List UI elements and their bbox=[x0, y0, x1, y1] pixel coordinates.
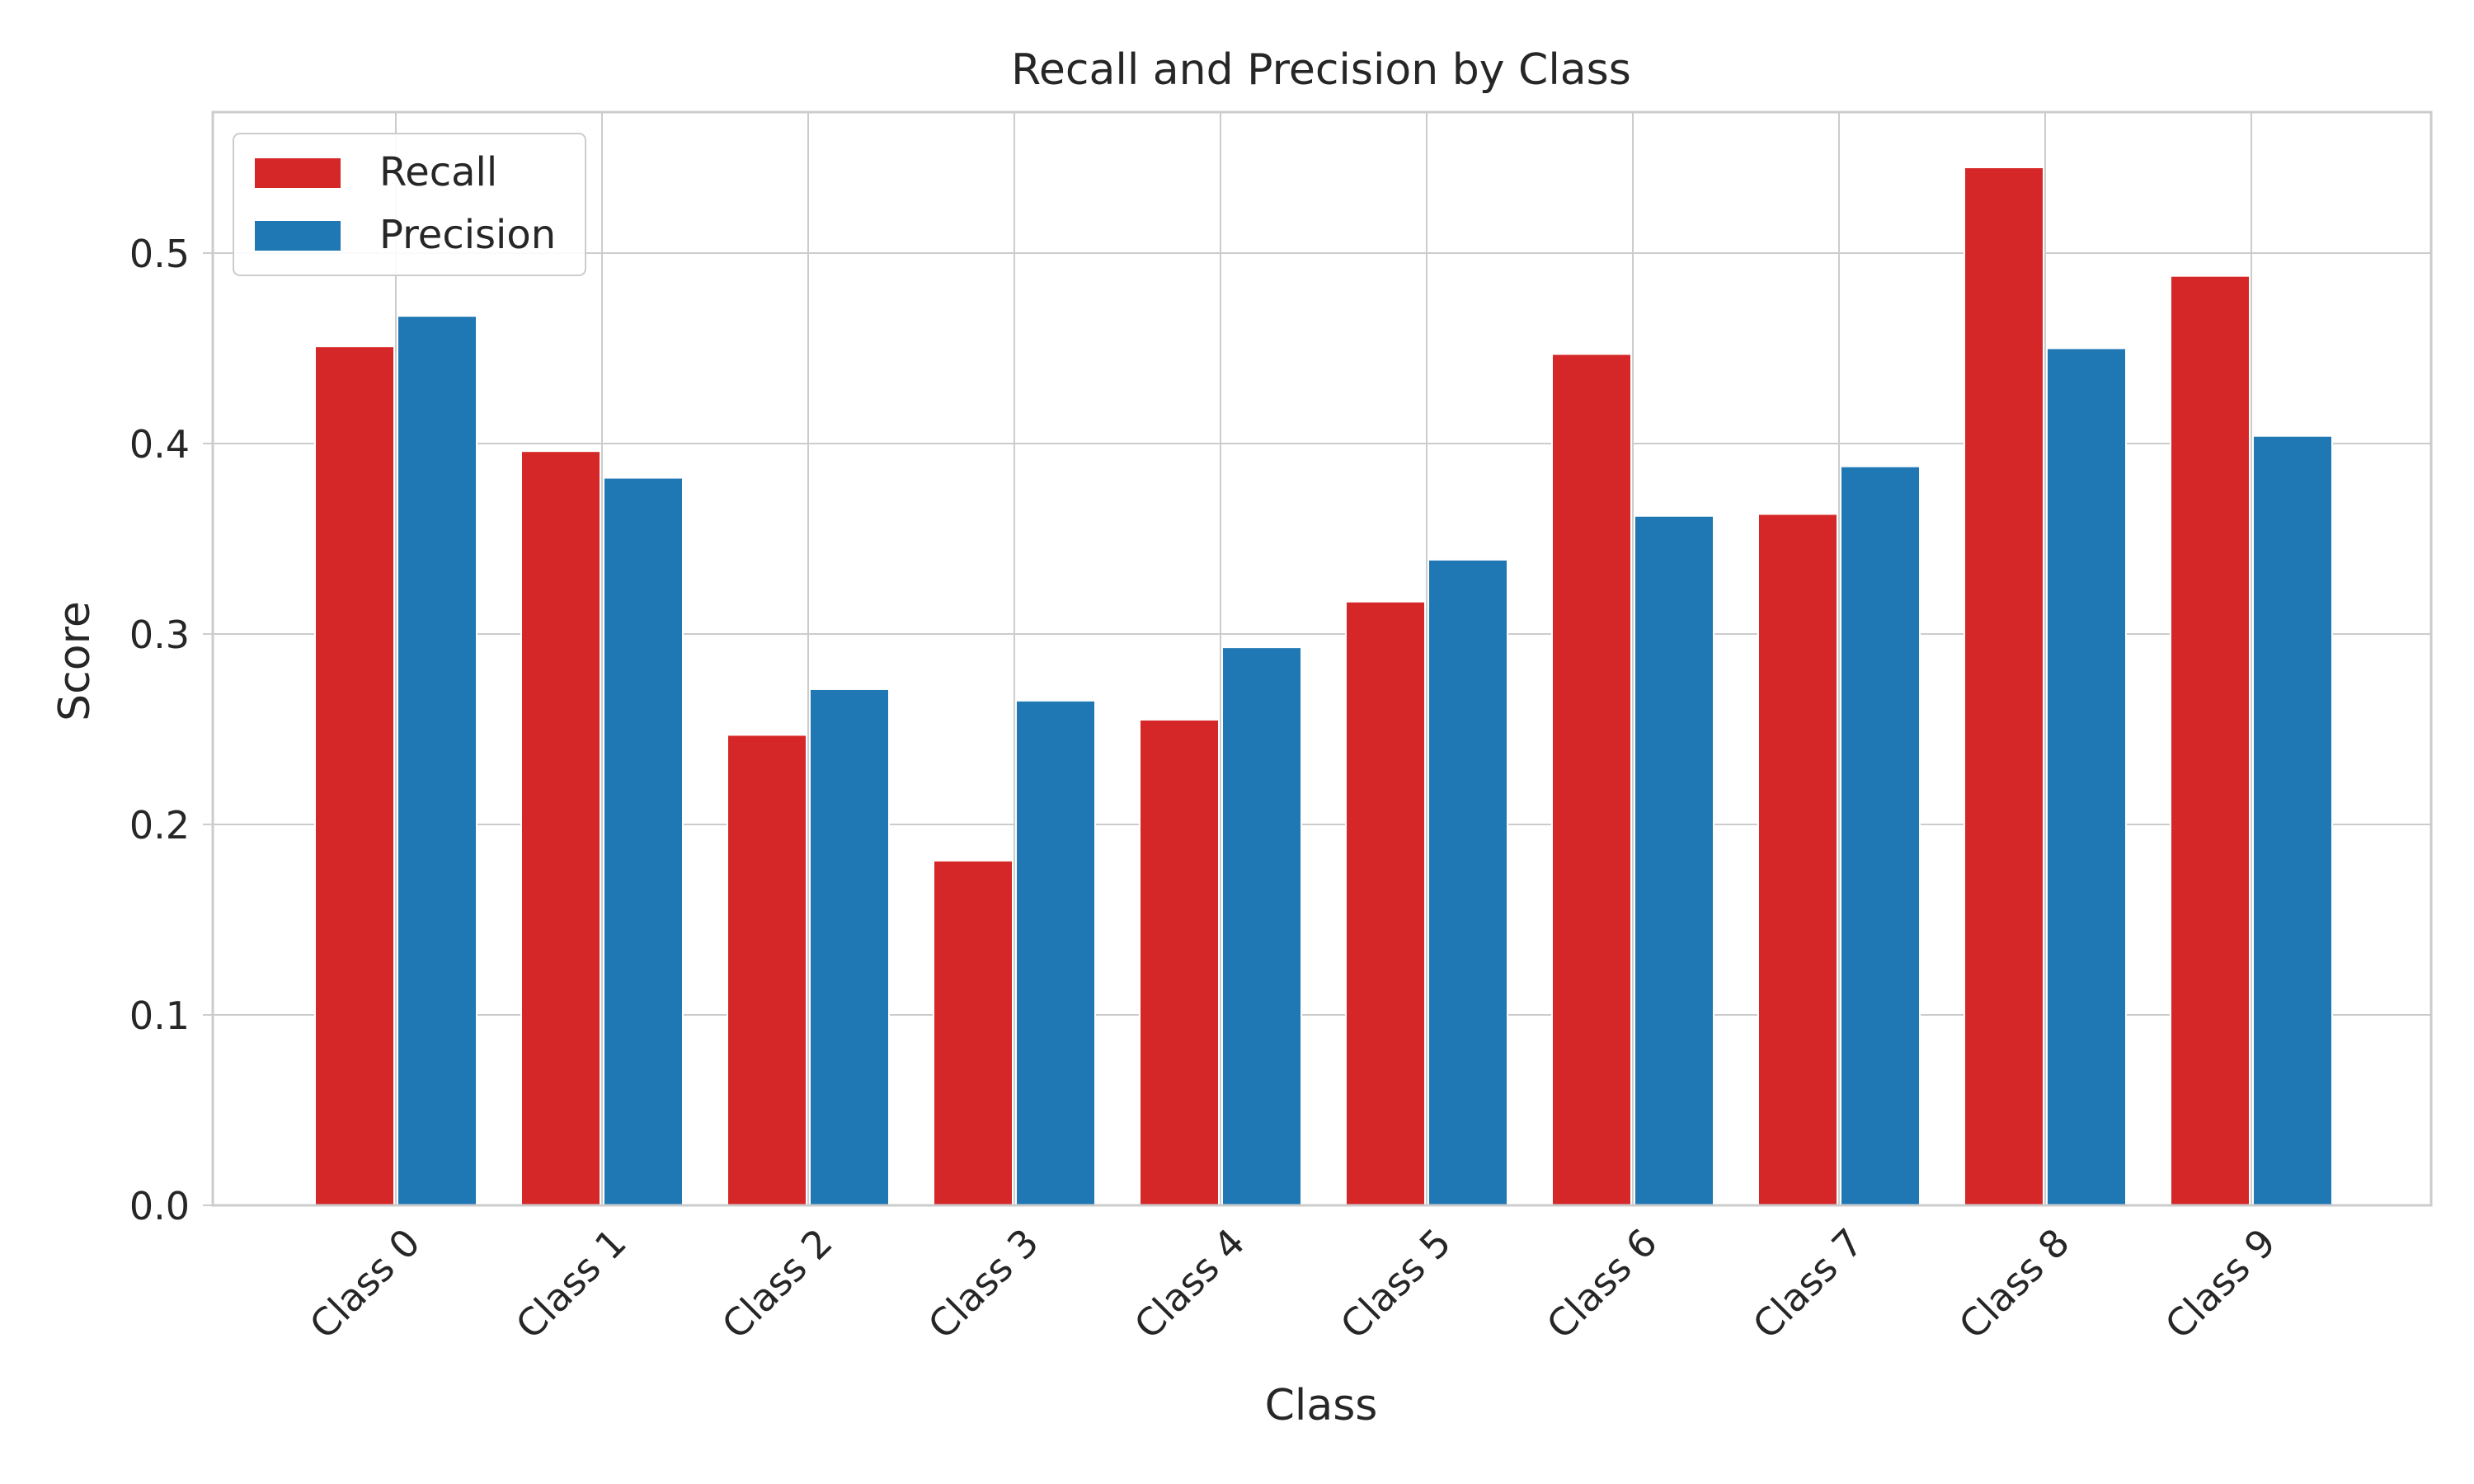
bars bbox=[314, 166, 2333, 1207]
bar-recall-class-5 bbox=[1345, 600, 1426, 1206]
bar-recall-class-6 bbox=[1551, 353, 1632, 1206]
plot-frame bbox=[211, 110, 2433, 1207]
x-axis-label: Class bbox=[1265, 1381, 1378, 1430]
bar-precision-class-1 bbox=[603, 477, 684, 1206]
y-tick-label-5: 0.5 bbox=[129, 232, 190, 276]
bar-recall-class-1 bbox=[520, 450, 601, 1206]
legend: Recall Precision bbox=[233, 133, 586, 276]
bar-recall-class-2 bbox=[727, 734, 807, 1206]
bar-recall-class-3 bbox=[933, 859, 1014, 1206]
legend-swatch-recall bbox=[255, 158, 341, 188]
legend-label-recall: Recall bbox=[379, 149, 497, 195]
bar-recall-class-8 bbox=[1964, 166, 2044, 1206]
bar-precision-class-3 bbox=[1015, 699, 1096, 1206]
bar-precision-class-8 bbox=[2046, 347, 2127, 1206]
y-tick-label-1: 0.1 bbox=[129, 993, 190, 1038]
bar-recall-class-4 bbox=[1139, 718, 1220, 1206]
legend-swatch-precision bbox=[255, 221, 341, 251]
y-tick-label-3: 0.3 bbox=[129, 613, 190, 657]
chart-title: Recall and Precision by Class bbox=[1011, 45, 1631, 95]
bar-recall-class-9 bbox=[2170, 275, 2251, 1207]
bar-recall-class-7 bbox=[1757, 513, 1838, 1206]
y-tick-label-2: 0.2 bbox=[129, 803, 190, 848]
y-axis-label: Score bbox=[50, 601, 100, 721]
y-tick-label-0: 0.0 bbox=[129, 1184, 190, 1228]
bar-precision-class-2 bbox=[809, 688, 890, 1206]
bar-precision-class-9 bbox=[2252, 434, 2333, 1206]
bar-recall-class-0 bbox=[314, 345, 395, 1207]
bar-precision-class-5 bbox=[1427, 558, 1508, 1206]
legend-label-precision: Precision bbox=[379, 212, 556, 258]
bar-precision-class-4 bbox=[1221, 646, 1302, 1206]
y-tick-label-4: 0.4 bbox=[129, 422, 190, 467]
bar-precision-class-6 bbox=[1634, 514, 1714, 1206]
bar-precision-class-0 bbox=[397, 315, 477, 1207]
bar-precision-class-7 bbox=[1840, 465, 1921, 1206]
